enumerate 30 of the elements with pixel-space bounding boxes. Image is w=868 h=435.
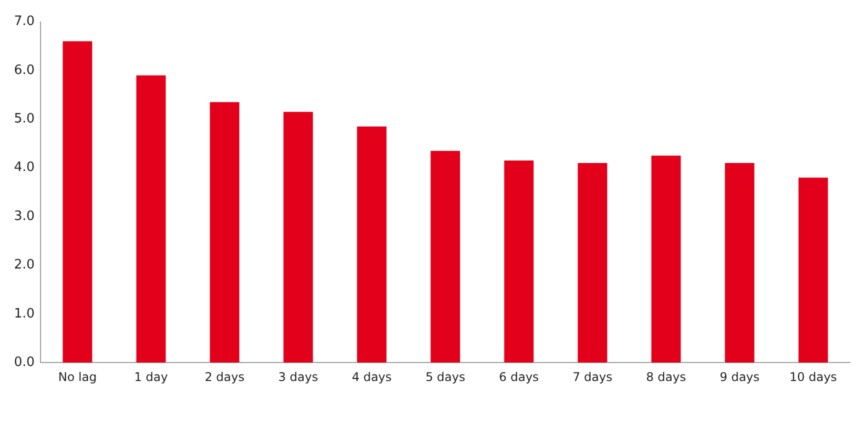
bar xyxy=(210,102,240,363)
bar xyxy=(430,150,460,363)
x-tick-label: 3 days xyxy=(278,370,318,384)
x-tick-label: 1 day xyxy=(134,370,168,384)
bar xyxy=(283,112,313,363)
x-tick-label: 10 days xyxy=(790,370,837,384)
y-tick-label: 6.0 xyxy=(14,62,35,78)
bar xyxy=(357,126,386,363)
bar xyxy=(724,162,754,363)
bar xyxy=(798,178,828,363)
y-tick-label: 4.0 xyxy=(14,160,35,176)
x-tick-label: No lag xyxy=(58,370,97,384)
x-tick-label: 9 days xyxy=(720,370,760,384)
bar xyxy=(651,156,681,363)
y-tick-label: 0.0 xyxy=(14,354,35,370)
x-tick-label: 4 days xyxy=(352,370,392,384)
x-tick-label: 8 days xyxy=(646,370,686,384)
bar xyxy=(62,41,92,363)
x-tick-label: 5 days xyxy=(425,370,466,384)
y-tick-label: 2.0 xyxy=(14,258,35,273)
x-tick-label: 7 days xyxy=(572,370,612,384)
bar xyxy=(504,160,534,363)
y-tick-label: 5.0 xyxy=(14,112,35,127)
bar xyxy=(136,75,166,363)
y-tick-label: 1.0 xyxy=(14,306,35,322)
x-tick-label: 2 days xyxy=(204,370,245,384)
bar xyxy=(578,162,608,363)
y-tick-label: 3.0 xyxy=(14,208,35,224)
x-tick-label: 6 days xyxy=(499,370,539,384)
y-tick-label: 7.0 xyxy=(14,14,35,30)
